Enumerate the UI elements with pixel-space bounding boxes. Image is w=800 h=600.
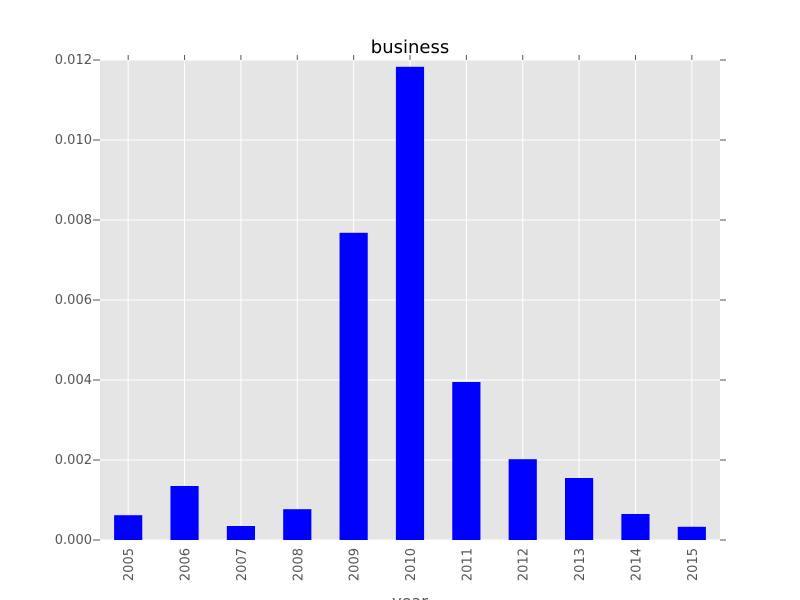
x-axis-label: year: [392, 592, 428, 600]
bar-2009: [339, 232, 368, 541]
y-tick-label: 0.012: [55, 53, 92, 68]
bar-2005: [114, 515, 143, 540]
bar-2006: [170, 486, 199, 540]
y-tick-label: 0.006: [55, 293, 92, 308]
x-tick-label: 2009: [348, 548, 363, 581]
chart-title: business: [371, 37, 449, 58]
x-tick-label: 2008: [291, 548, 306, 581]
bar-2014: [621, 514, 650, 540]
y-tick-label: 0.008: [55, 213, 92, 228]
x-tick-label: 2015: [686, 548, 701, 581]
bar-2012: [508, 459, 537, 540]
bar-2011: [452, 382, 481, 540]
y-tick-label: 0.002: [55, 453, 92, 468]
x-tick-label: 2006: [179, 548, 194, 581]
bar-2008: [283, 509, 312, 540]
y-tick-label: 0.004: [55, 373, 92, 388]
y-tick-labels: 0.000 0.002 0.004 0.006 0.008 0.010 0.012: [55, 53, 92, 548]
x-tick-labels: 2005 2006 2007 2008 2009 2010 2011 2012 2013 2014…: [122, 548, 701, 581]
x-tick-label: 2007: [235, 548, 250, 581]
x-tick-label: 2013: [573, 548, 588, 581]
bars: [114, 66, 706, 541]
bar-2013: [565, 478, 594, 540]
bar-2015: [677, 526, 706, 540]
x-tick-label: 2005: [122, 548, 137, 581]
y-tick-label: 0.010: [55, 133, 92, 148]
tick-marks: [93, 55, 726, 541]
y-tick-label: 0.000: [55, 533, 92, 548]
bar-2010: [395, 66, 425, 541]
x-tick-label: 2010: [404, 548, 419, 581]
x-tick-label: 2012: [517, 548, 532, 581]
x-tick-label: 2011: [460, 548, 475, 581]
bar-2007: [226, 526, 255, 540]
x-tick-label: 2014: [629, 548, 644, 581]
